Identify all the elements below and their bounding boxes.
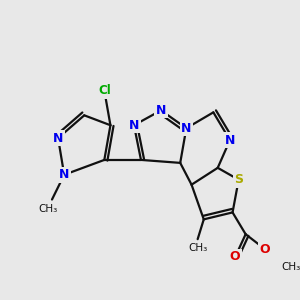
Text: O: O (230, 250, 241, 263)
Text: O: O (260, 243, 270, 256)
Text: N: N (225, 134, 235, 147)
Text: N: N (53, 132, 63, 145)
Text: N: N (181, 122, 191, 135)
Text: S: S (234, 173, 243, 186)
Text: N: N (59, 168, 69, 181)
Text: N: N (129, 119, 139, 132)
Text: CH₃: CH₃ (188, 243, 207, 253)
Text: CH₃: CH₃ (39, 205, 58, 214)
Text: Cl: Cl (98, 84, 111, 97)
Text: N: N (156, 104, 166, 117)
Text: CH₃: CH₃ (281, 262, 300, 272)
